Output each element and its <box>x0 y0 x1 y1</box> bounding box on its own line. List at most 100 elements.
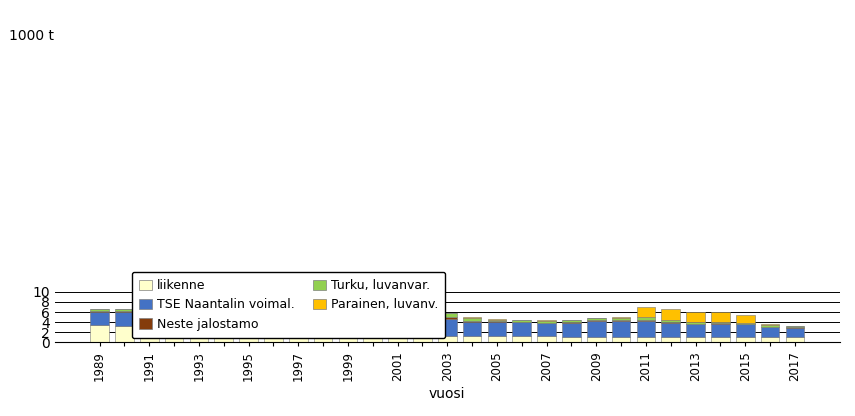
Bar <box>512 319 531 320</box>
Bar <box>264 316 283 317</box>
Bar <box>438 319 457 337</box>
Bar <box>339 316 357 317</box>
Bar <box>339 317 357 330</box>
Bar <box>140 312 158 313</box>
Bar <box>662 337 680 342</box>
Bar <box>786 337 805 342</box>
Bar <box>314 313 333 314</box>
Bar <box>413 336 432 342</box>
Bar <box>388 334 407 342</box>
Bar <box>140 309 158 312</box>
Bar <box>140 327 158 342</box>
Bar <box>711 337 730 342</box>
Bar <box>388 318 407 319</box>
Bar <box>687 322 705 324</box>
Bar <box>637 317 655 320</box>
Bar <box>165 313 184 314</box>
Bar <box>314 316 333 317</box>
Bar <box>363 319 382 320</box>
Bar <box>165 310 184 313</box>
Bar <box>388 319 407 320</box>
Bar <box>537 320 556 321</box>
Bar <box>165 314 184 328</box>
Bar <box>637 307 655 317</box>
Bar <box>711 312 730 322</box>
Bar <box>239 329 258 342</box>
Bar <box>190 312 209 329</box>
Bar <box>662 319 680 322</box>
Bar <box>612 317 630 318</box>
Bar <box>438 313 457 317</box>
Bar <box>537 323 556 337</box>
Legend: liikenne, TSE Naantalin voimal., Neste jalostamo, Turku, luvanvar., Parainen, lu: liikenne, TSE Naantalin voimal., Neste j… <box>132 272 445 338</box>
Bar <box>115 312 133 326</box>
Bar <box>761 325 780 327</box>
Bar <box>264 313 283 314</box>
Bar <box>587 322 605 337</box>
Bar <box>612 322 630 337</box>
Bar <box>512 320 531 322</box>
Bar <box>438 317 457 319</box>
Bar <box>314 330 333 342</box>
Bar <box>239 312 258 313</box>
Bar <box>363 317 382 318</box>
Bar <box>587 337 605 342</box>
Bar <box>91 325 109 342</box>
Bar <box>761 337 780 342</box>
Bar <box>289 316 308 329</box>
Bar <box>239 317 258 329</box>
Bar <box>761 324 780 325</box>
Bar <box>413 318 432 320</box>
Bar <box>487 319 506 321</box>
Bar <box>761 327 780 337</box>
Bar <box>637 321 655 337</box>
Bar <box>687 312 705 322</box>
Bar <box>562 323 581 337</box>
Bar <box>239 315 258 317</box>
Bar <box>786 326 805 327</box>
Bar <box>587 320 605 322</box>
Bar <box>140 313 158 327</box>
Bar <box>215 311 233 329</box>
Bar <box>736 337 755 342</box>
Bar <box>637 320 655 321</box>
Bar <box>463 321 481 322</box>
Bar <box>786 327 805 328</box>
Bar <box>215 308 233 309</box>
Text: 1000 t: 1000 t <box>9 29 54 43</box>
Bar <box>215 309 233 311</box>
Bar <box>314 317 333 330</box>
Bar <box>115 326 133 342</box>
Bar <box>662 309 680 319</box>
Bar <box>190 329 209 342</box>
Bar <box>487 321 506 322</box>
Bar <box>662 322 680 323</box>
Bar <box>190 310 209 312</box>
Bar <box>463 317 481 321</box>
Bar <box>289 313 308 315</box>
Bar <box>662 323 680 337</box>
Bar <box>215 329 233 342</box>
Bar <box>215 307 233 308</box>
Bar <box>537 321 556 323</box>
Bar <box>736 314 755 323</box>
Bar <box>289 329 308 342</box>
Bar <box>115 309 133 310</box>
Bar <box>314 314 333 316</box>
Bar <box>115 311 133 312</box>
Bar <box>264 317 283 330</box>
Bar <box>363 333 382 342</box>
Bar <box>91 310 109 312</box>
Bar <box>363 318 382 319</box>
Bar <box>463 322 481 337</box>
Bar <box>786 328 805 337</box>
Bar <box>711 324 730 337</box>
Bar <box>388 320 407 334</box>
Bar <box>463 337 481 342</box>
Bar <box>736 324 755 337</box>
Bar <box>687 324 705 337</box>
Bar <box>537 337 556 342</box>
Bar <box>562 320 581 322</box>
Bar <box>115 310 133 311</box>
Bar <box>587 318 605 320</box>
